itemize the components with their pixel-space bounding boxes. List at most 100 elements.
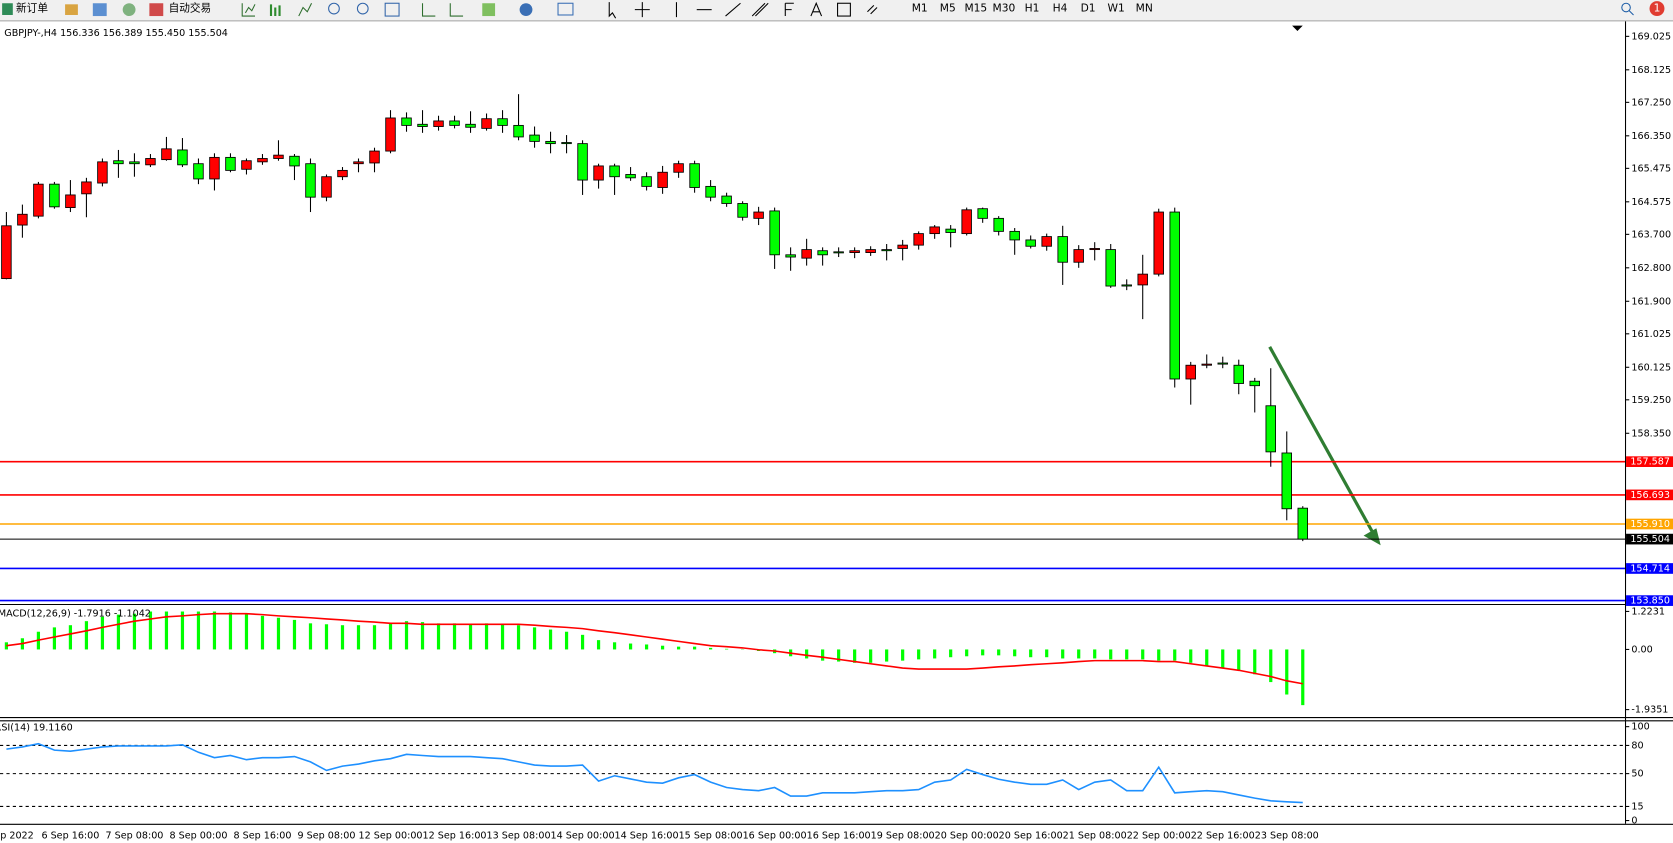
auto-trading-button[interactable]: 自动交易 — [169, 2, 212, 15]
candle-body — [673, 163, 684, 173]
timeframe-button[interactable]: H4 — [1053, 2, 1068, 15]
candle-body — [81, 181, 92, 195]
templates-icon[interactable] — [557, 2, 574, 16]
y-tick-label: 100 — [1631, 722, 1649, 733]
candle-body — [609, 165, 620, 178]
timeframe-button[interactable]: H1 — [1025, 2, 1040, 15]
candle-body — [833, 251, 844, 254]
level-label: 154.714 — [1630, 563, 1670, 574]
y-tick-label: 163.700 — [1631, 229, 1671, 240]
macd-bar — [1189, 649, 1193, 663]
periods-icon[interactable] — [519, 3, 533, 17]
candle-body — [497, 118, 508, 126]
toolbar-icon[interactable] — [65, 4, 78, 15]
y-tick-label: 1.2231 — [1631, 606, 1665, 617]
toolbar-icon[interactable] — [122, 3, 136, 17]
search-icon[interactable] — [1621, 2, 1631, 13]
new-order-icon[interactable] — [2, 3, 13, 15]
search-icon-handle — [1628, 10, 1634, 16]
x-tick-label: 14 Sep 16:00 — [615, 830, 679, 841]
candle-body — [529, 134, 540, 142]
y-tick-label: 162.800 — [1631, 263, 1671, 274]
level-label-bg — [1626, 456, 1673, 467]
trend-arrow — [1268, 346, 1381, 546]
macd-bar — [1013, 649, 1017, 657]
level-label: 153.850 — [1630, 596, 1670, 607]
crosshair-tool[interactable] — [634, 2, 650, 18]
y-tick-label: 159.250 — [1631, 395, 1671, 406]
y-tick-label: -1.9351 — [1631, 705, 1668, 716]
trendline-tool[interactable] — [725, 2, 741, 17]
macd-bar — [1141, 649, 1145, 660]
candle-body — [865, 249, 876, 253]
candle-body — [513, 124, 524, 138]
y-tick-label: 80 — [1631, 740, 1643, 751]
candle-body — [161, 148, 172, 161]
macd-bar — [692, 646, 697, 650]
cursor-tool[interactable] — [608, 2, 617, 19]
scroll-icon[interactable] — [421, 3, 436, 17]
candle-body — [353, 161, 364, 165]
line-chart-icon[interactable] — [298, 3, 313, 17]
chart-area — [0, 21, 1673, 825]
notification-count: 1 — [1654, 2, 1661, 15]
rsi-line — [6, 742, 1303, 804]
y-tick-label: 166.350 — [1631, 131, 1671, 142]
macd-bar — [1173, 649, 1177, 661]
candle-body — [1057, 236, 1068, 263]
candle-body — [1297, 507, 1308, 540]
candle-icon[interactable] — [269, 4, 281, 17]
zoom-out-icon[interactable] — [356, 2, 369, 15]
macd-bar — [725, 648, 729, 650]
indicator-title: MACD(12,26,9) -1.7916 -1.1042 — [0, 609, 151, 620]
candle-body — [1265, 405, 1276, 453]
indicators-icon[interactable] — [482, 3, 496, 17]
toolbar-icon[interactable] — [92, 3, 107, 17]
macd-bar — [324, 624, 329, 650]
candle-body — [945, 228, 956, 233]
macd-bar — [532, 627, 537, 650]
candle-body — [801, 249, 812, 259]
macd-bar — [596, 640, 601, 650]
macd-bar — [917, 649, 921, 660]
new-order-button[interactable]: 新订单 — [16, 2, 48, 15]
candle-body — [49, 183, 60, 208]
tile-icon[interactable] — [384, 2, 400, 17]
candle-body — [225, 156, 236, 171]
chart-title: GBPJPY-,H4 156.336 156.389 155.450 155.5… — [4, 28, 228, 39]
timeframe-button[interactable]: M1 — [912, 2, 928, 15]
macd-bar — [949, 649, 953, 658]
timeframe-button[interactable]: MN — [1136, 2, 1153, 15]
macd-bar — [676, 646, 681, 650]
auto-trading-icon[interactable] — [149, 3, 164, 17]
macd-bar — [1237, 649, 1241, 671]
fibo-tool[interactable] — [784, 2, 794, 17]
timeframe-button[interactable]: M30 — [993, 2, 1016, 15]
candle-body — [1073, 249, 1084, 263]
macd-bar — [869, 649, 873, 663]
channel-tool[interactable] — [751, 2, 769, 17]
y-tick-label: 160.125 — [1631, 362, 1671, 373]
candle-body — [1009, 230, 1020, 241]
bar-chart-icon[interactable] — [241, 3, 256, 17]
macd-bar — [52, 627, 57, 650]
macd-bar — [500, 624, 505, 650]
candle-body — [17, 213, 28, 226]
zoom-in-icon[interactable] — [328, 2, 340, 15]
timeframe-button[interactable]: D1 — [1081, 2, 1096, 15]
level-label-bg — [1626, 563, 1673, 574]
notification-badge[interactable] — [1649, 1, 1665, 17]
timeframe-button[interactable]: W1 — [1107, 2, 1124, 15]
arrow-tool[interactable] — [867, 5, 878, 15]
shift-icon[interactable] — [449, 3, 464, 17]
macd-bar — [1269, 649, 1273, 683]
level-label: 156.693 — [1630, 490, 1670, 501]
candle-body — [641, 176, 652, 187]
timeframe-button[interactable]: M15 — [964, 2, 987, 15]
timeframe-button[interactable]: M5 — [940, 2, 956, 15]
macd-bar — [1061, 649, 1065, 659]
candle-body — [97, 161, 108, 184]
text-tool[interactable] — [810, 1, 823, 17]
label-tool[interactable] — [837, 2, 851, 17]
macd-bar — [356, 625, 361, 650]
